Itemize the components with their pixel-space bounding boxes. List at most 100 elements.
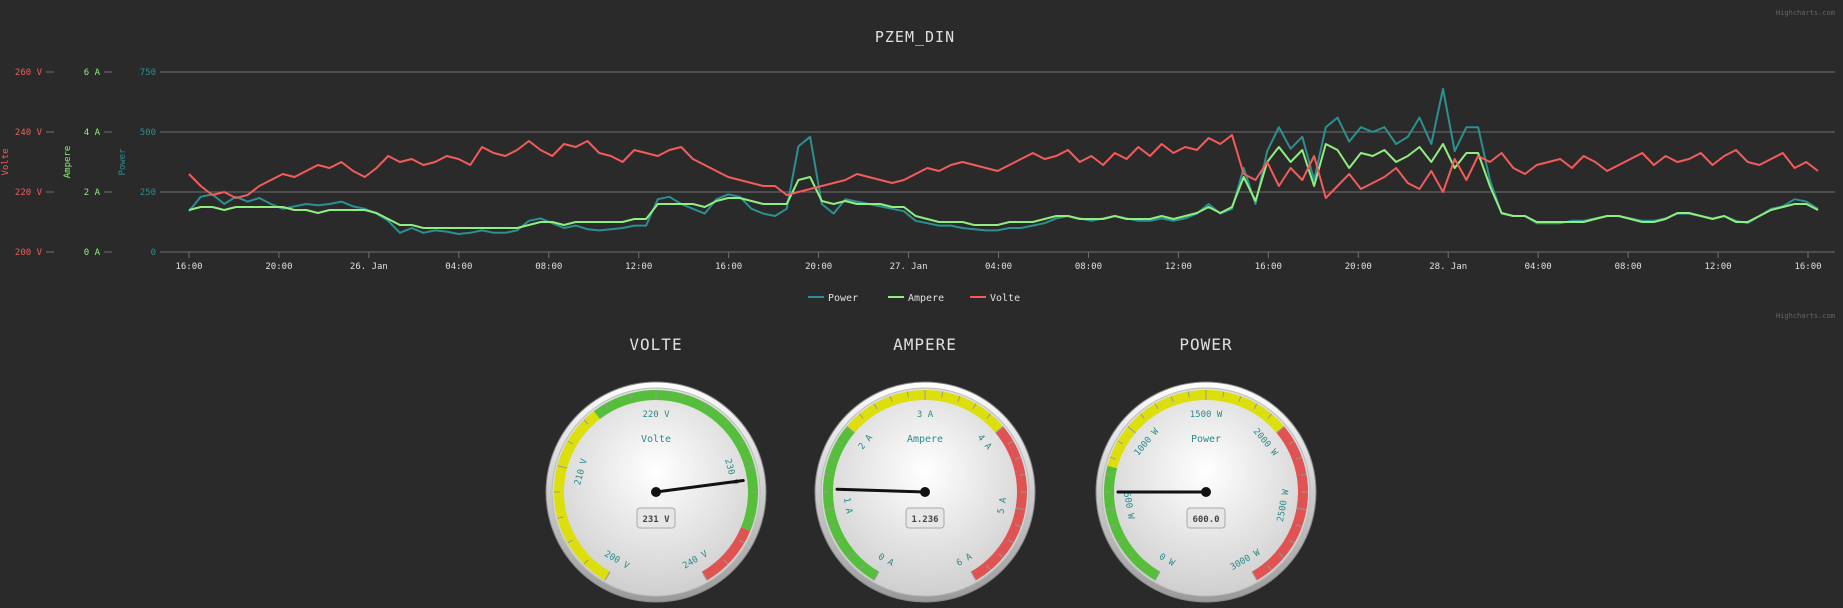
gauge-tick — [1109, 524, 1116, 528]
gauge-tick — [957, 395, 961, 402]
gauge-tick — [846, 553, 852, 558]
gauge-tick — [986, 565, 991, 571]
gauge-title: AMPERE — [893, 335, 957, 354]
gauge-credits[interactable]: Highcharts.com — [1776, 312, 1835, 320]
gauge-tick — [1015, 456, 1022, 460]
gauge-tick — [583, 559, 589, 565]
gauge-tick — [1288, 440, 1295, 445]
gauge-tick — [1140, 413, 1145, 419]
gauge-center-label: Ampere — [907, 434, 943, 445]
gauge-value-label: 231 V — [642, 515, 670, 525]
gauge-tick — [1170, 395, 1174, 402]
x-tick-label: 26. Jan — [350, 262, 388, 272]
gauge-band — [593, 390, 758, 532]
gauge-band — [554, 411, 611, 581]
gauge-tick — [703, 403, 708, 410]
gauge-tick — [604, 571, 611, 581]
x-axis: 16:00 20:00 26. Jan 04:00 08:00 12:00 16:00 20:… — [160, 251, 1835, 272]
gauge-tick-label: 1 A — [841, 497, 854, 515]
gauge-value-label: 600.0 — [1192, 515, 1219, 525]
y-tick-label: 750 — [140, 68, 156, 78]
gauge-value-box — [905, 507, 945, 529]
y-tick-label: 6 A — [84, 68, 101, 78]
gauge-band — [1107, 390, 1285, 469]
x-tick-label: 20:00 — [805, 262, 832, 272]
series-line-volte[interactable] — [188, 134, 1819, 199]
legend-label: Ampere — [908, 293, 944, 304]
gauge-tick — [1296, 524, 1303, 528]
x-tick-label: 27. Jan — [890, 262, 928, 272]
gauge-tick — [998, 553, 1004, 558]
gauge-band — [1104, 465, 1161, 581]
gauge-tick — [970, 571, 977, 581]
y-tick-label: 220 V — [15, 188, 43, 198]
gauge-tick — [1154, 403, 1159, 410]
gauge-tick — [1267, 413, 1272, 419]
gauge-tick — [1109, 456, 1116, 460]
gauge-band — [701, 527, 751, 581]
chart-credits[interactable]: Highcharts.com — [1776, 9, 1835, 17]
gauge-tick — [1267, 565, 1272, 571]
x-tick-label: 12:00 — [1705, 262, 1732, 272]
legend[interactable]: Power Ampere Volte — [808, 293, 1020, 304]
gauge-tick — [1015, 507, 1026, 511]
series-line-power[interactable] — [188, 87, 1819, 235]
gauge-tick — [1007, 539, 1014, 544]
gauge-tick — [972, 403, 977, 410]
gauge-title: POWER — [1179, 335, 1232, 354]
legend-item-power[interactable]: Power — [808, 293, 858, 304]
gauge-tick-label: 220 V — [642, 410, 670, 420]
y-axis-title: Ampere — [63, 146, 73, 179]
y-tick-label: 0 A — [84, 248, 101, 258]
gauge-tick — [1105, 507, 1116, 511]
chart-title: PZEM_DIN — [875, 28, 955, 46]
gauge-tick — [873, 571, 880, 581]
y-tick-label: 200 V — [15, 248, 43, 258]
gauge-tick — [995, 426, 1004, 434]
x-tick-label: 08:00 — [1075, 262, 1102, 272]
gauge-tick — [824, 473, 831, 476]
gauge-tick — [1117, 539, 1124, 544]
gauge-tick — [604, 403, 609, 410]
gauge-tick — [889, 395, 893, 402]
x-tick-label: 16:00 — [1255, 262, 1282, 272]
gauge-tick — [748, 516, 755, 519]
gauge-tick-label: 1500 W — [1190, 410, 1223, 420]
gauge-tick — [1253, 403, 1258, 410]
gauge-tick — [1019, 473, 1026, 476]
gauge-tick — [859, 413, 864, 419]
x-tick-label: 20:00 — [265, 262, 292, 272]
legend-item-volte[interactable]: Volte — [970, 293, 1020, 304]
y-axis-title: Volte — [1, 148, 11, 175]
gauge-tick — [1127, 426, 1136, 434]
gauge-tick-label: 500 W — [1121, 492, 1136, 521]
x-tick-label: 04:00 — [445, 262, 472, 272]
series-line-ampere[interactable] — [188, 143, 1819, 229]
gauge-tick — [824, 507, 835, 511]
gauge-tick — [680, 393, 683, 400]
gauge-tick — [836, 440, 843, 445]
gauge-tick — [1296, 507, 1307, 511]
y-tick-label: 250 — [140, 188, 156, 198]
gauge-tick — [1154, 571, 1161, 581]
x-tick-label: 12:00 — [1165, 262, 1192, 272]
gauge-pivot — [651, 487, 661, 497]
gauge-tick — [738, 440, 745, 445]
gauge-tick — [1222, 391, 1225, 398]
gauge-tick — [744, 465, 755, 469]
y-tick-label: 240 V — [15, 128, 43, 138]
gauge-tick — [723, 559, 729, 565]
gauge-tick — [583, 419, 589, 425]
gauge-tick — [846, 426, 855, 434]
gauge-center-label: Volte — [641, 434, 671, 445]
gauge-tick — [836, 539, 843, 544]
x-tick-label: 16:00 — [1794, 262, 1821, 272]
gauge-value-label: 1.236 — [911, 515, 938, 525]
gauge-tick — [557, 465, 568, 469]
legend-item-ampere[interactable]: Ampere — [888, 293, 944, 304]
y-axes: 200 V 220 V 240 V 260 V Volte 0 A 2 A 4 A 6 A Amp… — [1, 68, 156, 258]
